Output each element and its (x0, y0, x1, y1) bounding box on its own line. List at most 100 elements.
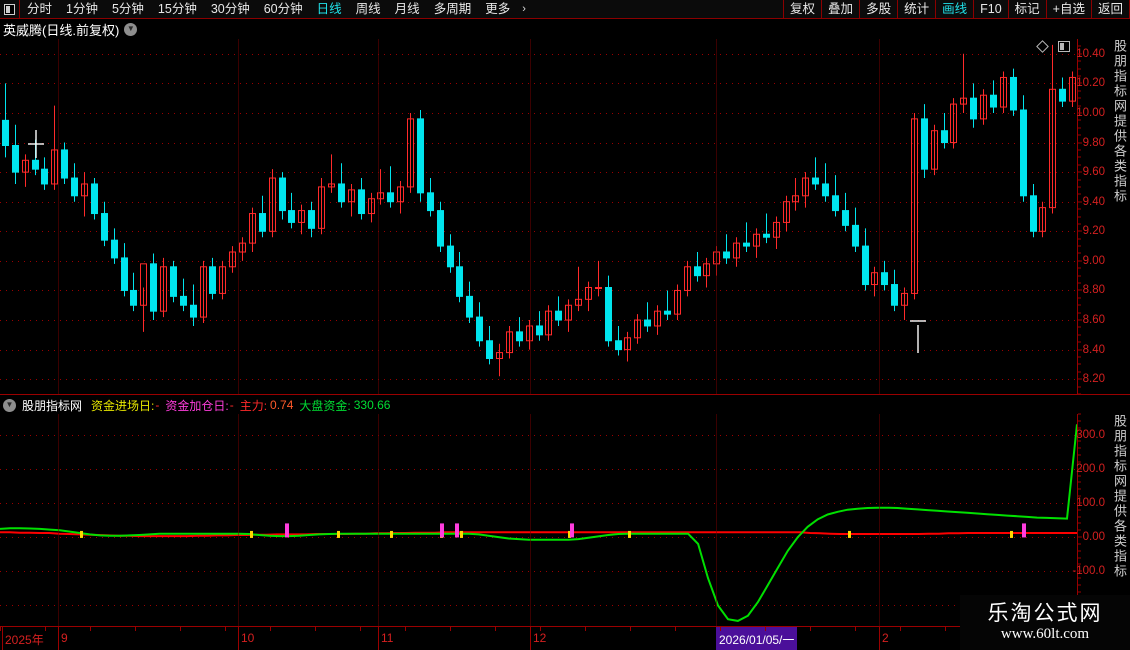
action-fuquan[interactable]: 复权 (783, 0, 823, 18)
price-axis-label: 9.20 (1082, 225, 1105, 238)
indicator-source-label: 股朋指标网 (22, 398, 83, 413)
price-axis-minor-tick (1078, 60, 1081, 62)
panel-toggle-icon[interactable] (0, 0, 20, 18)
price-axis-minor-tick (1078, 252, 1081, 254)
fund-add-day-label: 资金加仓日: (165, 398, 229, 413)
fund-line-plot[interactable] (0, 414, 1077, 626)
price-pane-corner-icons (1036, 40, 1070, 53)
diamond-icon[interactable] (1036, 40, 1049, 53)
fund-axis-minor-tick (1078, 557, 1081, 559)
fund-axis-minor-tick (1078, 529, 1081, 531)
date-axis-minor-tick (225, 627, 226, 631)
period-tab-5[interactable]: 60分钟 (263, 1, 303, 16)
indicator-chevron-down-icon[interactable]: ▼ (3, 398, 16, 412)
fund-axis-minor-tick (1078, 550, 1081, 552)
price-axis-minor-tick (1078, 156, 1081, 158)
fund-axis-minor-tick (1078, 440, 1081, 442)
price-axis-label: 8.40 (1082, 343, 1105, 356)
main-force-group: 主力: 0.74 (240, 397, 294, 414)
period-toolbar-group: 分时 1分钟 5分钟 15分钟 30分钟 60分钟 日线 周线 月线 多周期 更… (0, 0, 531, 18)
period-tab-9[interactable]: 多周期 (433, 1, 472, 16)
fund-axis-minor-tick (1078, 577, 1081, 579)
fund-enter-day-group: 资金进场日: - (91, 397, 159, 414)
fund-axis-minor-tick (1078, 461, 1081, 463)
fund-axis-label: 100.0 (1076, 496, 1105, 509)
price-axis-minor-tick (1078, 90, 1081, 92)
month-gridline (378, 39, 379, 394)
action-diejia[interactable]: 叠加 (821, 0, 861, 18)
price-axis-minor-tick (1078, 386, 1081, 388)
panel-icon[interactable] (1058, 41, 1070, 52)
action-huaxian[interactable]: 画线 (935, 0, 975, 18)
price-axis-minor-tick (1078, 68, 1081, 70)
fund-axis-minor-tick (1078, 447, 1081, 449)
price-axis-label: 8.20 (1082, 373, 1105, 386)
month-gridline (58, 414, 59, 626)
price-axis-minor-tick (1078, 230, 1081, 232)
period-tab-7[interactable]: 周线 (355, 1, 381, 16)
price-axis-minor-tick (1078, 260, 1081, 262)
fund-axis-minor-tick (1078, 481, 1081, 483)
price-axis-minor-tick (1078, 75, 1081, 77)
period-tab-3[interactable]: 15分钟 (157, 1, 197, 16)
price-chart-pane: 股朋指标网提供各类指标 10.40 10.20 10.00 9.80 9.60 9.40 9… (0, 39, 1130, 395)
date-axis-minor-tick (135, 627, 136, 631)
action-back[interactable]: 返回 (1090, 0, 1130, 18)
date-axis-minor-tick (630, 627, 631, 631)
month-gridline (879, 414, 880, 626)
action-add-favorite[interactable]: +自选 (1045, 0, 1092, 18)
action-tongji[interactable]: 统计 (897, 0, 937, 18)
date-axis-minor-tick (945, 627, 946, 631)
price-axis-minor-tick (1078, 208, 1081, 210)
date-axis-label: 2025年 (2, 627, 44, 650)
period-tab-8[interactable]: 月线 (394, 1, 420, 16)
price-axis-minor-tick (1078, 289, 1081, 291)
price-axis-minor-tick (1078, 349, 1081, 351)
action-duogu[interactable]: 多股 (859, 0, 899, 18)
price-axis-minor-tick (1078, 245, 1081, 247)
fund-axis-minor-tick (1078, 563, 1081, 565)
candlestick-plot[interactable] (0, 39, 1077, 394)
price-axis-minor-tick (1078, 267, 1081, 269)
price-axis-minor-tick (1078, 53, 1081, 55)
price-axis-minor-tick (1078, 45, 1081, 47)
price-axis-minor-tick (1078, 105, 1081, 107)
month-gridline (716, 414, 717, 626)
site-watermark: 乐淘公式网 www.60lt.com (960, 595, 1130, 650)
date-axis-minor-tick (90, 627, 91, 631)
period-tab-2[interactable]: 5分钟 (111, 1, 144, 16)
price-axis-minor-tick (1078, 304, 1081, 306)
price-axis-label: 8.80 (1082, 284, 1105, 297)
period-tab-10[interactable]: 更多 (485, 1, 511, 16)
price-axis-label: 9.80 (1082, 136, 1105, 149)
fund-axis-label: 0.00 (1082, 531, 1105, 544)
action-f10[interactable]: F10 (973, 0, 1009, 18)
period-tab-6[interactable]: 日线 (316, 1, 342, 16)
price-axis-minor-tick (1078, 186, 1081, 188)
chevron-down-icon[interactable]: ▼ (124, 22, 138, 36)
fund-axis-label: -100.0 (1072, 565, 1105, 578)
chevron-right-icon[interactable]: › (522, 3, 526, 15)
fund-axis-minor-tick (1078, 454, 1081, 456)
fund-axis-minor-tick (1078, 475, 1081, 477)
price-axis-label: 10.40 (1076, 47, 1105, 60)
period-tab-0[interactable]: 分时 (27, 1, 53, 16)
date-axis-label: 11 (378, 627, 393, 650)
price-axis-label: 10.00 (1076, 106, 1105, 119)
price-axis-minor-tick (1078, 201, 1081, 203)
period-tab-1[interactable]: 1分钟 (66, 1, 98, 16)
month-gridline (238, 39, 239, 394)
price-axis-minor-tick (1078, 238, 1081, 240)
main-force-label: 主力: (239, 398, 268, 413)
period-tab-4[interactable]: 30分钟 (210, 1, 250, 16)
fund-axis-minor-tick (1078, 509, 1081, 511)
month-gridline (879, 39, 880, 394)
month-gridline (378, 414, 379, 626)
fund-axis-minor-tick (1078, 413, 1081, 415)
date-axis-selected-label: 2026/01/05/一 (716, 627, 798, 650)
vertical-watermark-lower: 股朋指标网提供各类指标 (1112, 414, 1127, 579)
action-biaoji[interactable]: 标记 (1007, 0, 1047, 18)
date-axis-minor-tick (315, 627, 316, 631)
month-gridline (530, 414, 531, 626)
fund-axis-minor-tick (1078, 516, 1081, 518)
